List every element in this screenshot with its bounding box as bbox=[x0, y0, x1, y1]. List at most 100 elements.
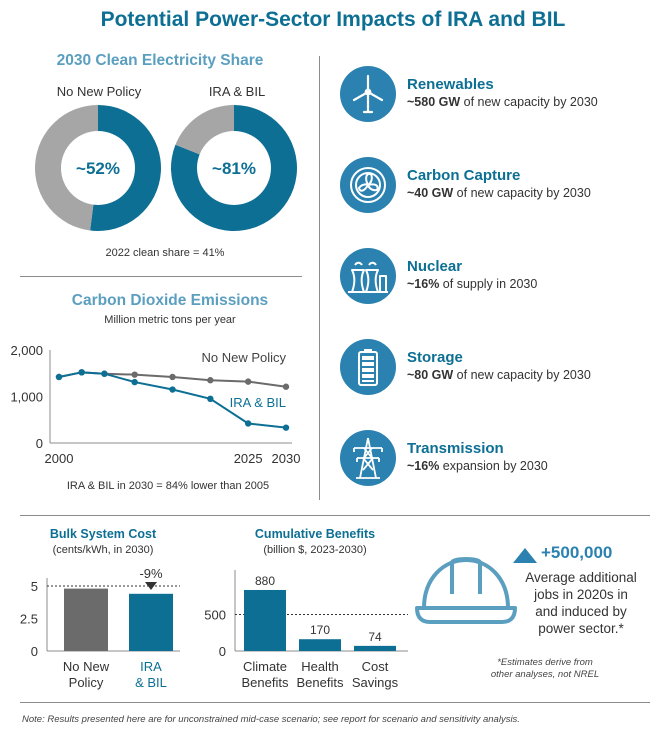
donut-hole bbox=[197, 131, 271, 205]
data-point bbox=[131, 378, 138, 386]
category-label: Climate bbox=[243, 659, 287, 674]
category-label: Policy bbox=[69, 675, 104, 690]
jobs-desc-line: and induced by bbox=[535, 604, 627, 619]
pie-value-label: ~81% bbox=[212, 159, 256, 178]
impact-title: Carbon Capture bbox=[407, 167, 521, 184]
impact-rest: of new capacity by 2030 bbox=[460, 95, 598, 109]
impact-value: ~16% bbox=[407, 277, 440, 291]
y-tick-label: 0 bbox=[31, 644, 38, 659]
data-point bbox=[244, 420, 252, 427]
impact-rest: of supply in 2030 bbox=[439, 277, 538, 291]
impact-value: ~40 GW bbox=[407, 186, 454, 200]
pie-label-ira-bil: IRA & BIL bbox=[208, 84, 266, 99]
y-tick-label: 500 bbox=[204, 608, 226, 623]
y-tick-label: 2,000 bbox=[10, 343, 43, 358]
pie-value-label: ~52% bbox=[76, 159, 120, 178]
bar bbox=[354, 645, 396, 651]
wind-turbine-icon bbox=[340, 66, 396, 122]
emissions-chart: 0 1,000 2,000 2000 2025 2030 No New Policy IRA … bbox=[10, 343, 301, 466]
bar bbox=[64, 588, 108, 651]
up-triangle-icon bbox=[513, 548, 537, 563]
bar bbox=[299, 639, 341, 651]
category-label: No New bbox=[63, 659, 110, 674]
down-triangle-icon bbox=[145, 582, 157, 590]
category-label: Health bbox=[301, 659, 339, 674]
data-point bbox=[169, 373, 176, 381]
series-label-no-policy: No New Policy bbox=[201, 350, 286, 365]
impact-title: Renewables bbox=[407, 76, 494, 93]
impact-description: ~80 GW of new capacity by 2030 bbox=[407, 368, 591, 382]
page-title: Potential Power-Sector Impacts of IRA an… bbox=[100, 8, 566, 31]
jobs-description: Average additional jobs in 2020s in and … bbox=[508, 569, 654, 637]
y-tick-label: 1,000 bbox=[10, 390, 43, 405]
benefits-chart: 0500880ClimateBenefits170HealthBenefits7… bbox=[204, 570, 408, 690]
emissions-subtitle: Million metric tons per year bbox=[104, 314, 236, 326]
clean-share-donuts: ~52% ~81% bbox=[35, 105, 298, 231]
jobs-value: +500,000 bbox=[541, 543, 613, 562]
transmission-tower-icon bbox=[340, 430, 396, 486]
impact-title: Storage bbox=[407, 349, 463, 366]
x-tick-label: 2030 bbox=[272, 451, 301, 466]
series-line bbox=[58, 371, 287, 429]
jobs-footnote-line: other analyses, not NREL bbox=[490, 669, 600, 680]
bulk-cost-subtitle: (cents/kWh, in 2030) bbox=[52, 544, 154, 556]
data-point bbox=[207, 377, 214, 384]
x-tick-label: 2025 bbox=[234, 451, 263, 466]
clean-share-title: 2030 Clean Electricity Share bbox=[56, 52, 264, 69]
data-point bbox=[244, 378, 252, 385]
data-point bbox=[55, 373, 63, 381]
battery-icon bbox=[340, 339, 396, 395]
value-label: 880 bbox=[255, 574, 275, 588]
cooling-tower-icon bbox=[340, 248, 396, 304]
divider bbox=[20, 515, 650, 516]
category-label: IRA bbox=[140, 659, 162, 674]
emissions-title: Carbon Dioxide Emissions bbox=[71, 292, 269, 309]
impact-description: ~580 GW of new capacity by 2030 bbox=[407, 95, 598, 109]
impact-description: ~16% expansion by 2030 bbox=[407, 459, 548, 473]
impact-value: ~80 GW bbox=[407, 368, 454, 382]
clean-share-note: 2022 clean share = 41% bbox=[105, 247, 225, 259]
value-label: 170 bbox=[310, 623, 330, 637]
jobs-desc-line: Average additional bbox=[525, 570, 637, 585]
cost-change-label: -9% bbox=[139, 566, 163, 581]
y-tick-label: 2.5 bbox=[20, 612, 38, 627]
y-tick-label: 5 bbox=[31, 579, 38, 594]
impact-value: ~580 GW bbox=[407, 95, 461, 109]
impact-value: ~16% bbox=[407, 459, 440, 473]
y-tick-label: 0 bbox=[36, 436, 43, 451]
series-label-ira-bil: IRA & BIL bbox=[230, 395, 286, 410]
data-point bbox=[169, 386, 176, 393]
impact-description: ~40 GW of new capacity by 2030 bbox=[407, 186, 591, 200]
impact-rest: of new capacity by 2030 bbox=[453, 368, 591, 382]
bulk-cost-title: Bulk System Cost bbox=[49, 527, 157, 541]
pie-label-no-policy: No New Policy bbox=[56, 84, 142, 99]
data-point bbox=[78, 369, 85, 376]
benefits-title: Cumulative Benefits bbox=[254, 527, 376, 541]
hard-hat-icon bbox=[415, 557, 517, 624]
category-label: & BIL bbox=[135, 675, 167, 690]
impact-title: Transmission bbox=[407, 440, 504, 457]
y-tick-label: 0 bbox=[219, 644, 226, 659]
data-point bbox=[207, 395, 214, 403]
data-point bbox=[131, 371, 138, 378]
data-point bbox=[282, 424, 290, 431]
category-label: Benefits bbox=[242, 675, 289, 690]
category-label: Cost bbox=[362, 659, 389, 674]
jobs-desc-line: jobs in 2020s in bbox=[534, 587, 628, 602]
data-point bbox=[101, 370, 108, 377]
data-point bbox=[282, 383, 290, 390]
bar bbox=[244, 589, 286, 651]
divider bbox=[20, 276, 302, 277]
turbine-fan-icon bbox=[340, 157, 396, 213]
divider bbox=[319, 56, 320, 500]
impact-rest: of new capacity by 2030 bbox=[453, 186, 591, 200]
impact-rest: expansion by 2030 bbox=[439, 459, 548, 473]
jobs-footnote: *Estimates derive from other analyses, n… bbox=[470, 657, 620, 681]
value-label: 74 bbox=[368, 630, 382, 644]
benefits-subtitle: (billion $, 2023-2030) bbox=[263, 544, 367, 556]
category-label: Benefits bbox=[297, 675, 344, 690]
divider bbox=[20, 702, 650, 703]
impact-title: Nuclear bbox=[407, 258, 463, 275]
donut-hole bbox=[61, 131, 135, 205]
